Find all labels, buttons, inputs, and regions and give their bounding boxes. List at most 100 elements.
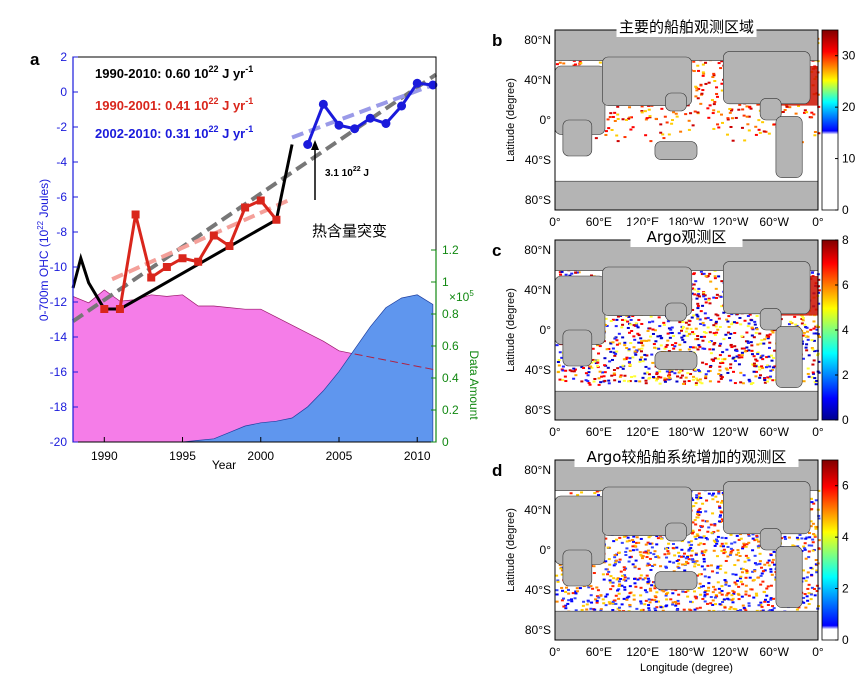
map-data-cell [738,577,742,580]
map-data-cell [815,349,819,352]
y2-tick-label: 0.6 [442,339,459,353]
map-data-cell [602,578,606,581]
map-data-cell [650,584,654,587]
map-data-cell [599,609,603,612]
map-data-cell [710,531,714,534]
map-data-cell [673,372,677,375]
map-data-cell [611,358,615,361]
map-data-cell [689,112,693,115]
map-data-cell [689,600,693,603]
map-data-cell [685,327,689,330]
map-data-cell [712,530,716,533]
map-data-cell [696,294,700,297]
map-data-cell [671,603,675,606]
map-data-cell [653,595,657,598]
map-data-cell [802,596,806,599]
map-data-cell [711,603,715,606]
series-point-red [256,196,265,205]
map-data-cell [620,574,624,577]
map-data-cell [641,555,645,558]
map-data-cell [622,568,626,571]
map-data-cell [674,604,678,607]
map-data-cell [732,607,736,610]
map-data-cell [684,557,688,560]
map-data-cell [714,495,718,498]
map-x-tick-label: 60°E [586,645,612,659]
map-data-cell [575,271,579,274]
map-data-cell [649,315,653,318]
map-data-cell [636,332,640,335]
map-data-cell [689,609,693,612]
map-data-cell [661,133,665,136]
map-data-cell [647,108,651,111]
map-data-cell [698,295,702,298]
map-data-cell [811,371,815,374]
map-data-cell [614,602,618,605]
map-data-cell [814,332,818,335]
map-data-cell [724,542,728,545]
map-data-cell [773,365,777,368]
map-data-cell [800,537,804,540]
map-data-cell [757,546,761,549]
y-tick-label: -14 [50,330,68,344]
map-land [554,180,819,211]
map-data-cell [701,519,705,522]
map-data-cell [681,555,685,558]
map-data-cell [698,582,702,585]
map-data-cell [810,339,814,342]
map-data-cell [626,326,630,329]
map-land [759,308,782,331]
map-data-cell [704,549,708,552]
map-data-cell [811,541,815,544]
map-data-cell [702,324,706,327]
map-data-cell [766,585,770,588]
map-data-cell [647,367,651,370]
map-data-cell [631,315,635,318]
map-data-cell [813,130,817,133]
series-point-red [225,242,234,250]
map-data-cell [570,370,574,373]
map-data-cell [612,577,616,580]
map-data-cell [601,573,605,576]
series-point-red [194,257,203,266]
map-data-cell [762,130,766,133]
map-data-cell [712,324,716,327]
map-data-cell [646,562,650,565]
map-data-cell [653,550,657,553]
map-data-cell [647,373,651,376]
map-data-cell [712,343,716,346]
map-data-cell [717,62,721,65]
map-data-cell [744,609,748,612]
map-data-cell [561,365,565,368]
map-data-cell [815,571,819,574]
panel-a-chart: a 1990 1995 2000 2005 2010 20-2-4-6-8-10-12-… [30,50,481,472]
map-data-cell [555,344,559,347]
map-x-tick-label: 120°W [712,425,749,439]
map-data-cell [707,492,711,495]
map-data-cell [692,332,696,335]
map-data-cell [732,592,736,595]
map-data-cell [698,381,702,384]
map-data-cell [572,377,576,380]
map-data-cell [719,377,723,380]
map-data-cell [578,60,582,63]
map-data-cell [809,520,813,523]
map-data-cell [716,529,720,532]
map-data-cell [681,563,685,566]
map-data-cell [678,321,682,324]
map-data-cell [608,116,612,119]
map-data-cell [712,74,716,77]
map-data-cell [683,569,687,572]
map-data-cell [712,492,716,495]
map-data-cell [694,382,698,385]
map-data-cell [665,370,669,373]
map-x-tick-label: 60°W [759,215,789,229]
map-data-cell [797,606,801,609]
map-data-cell [719,374,723,377]
right-axis-label: Data Amount [467,350,481,420]
y2-tick-label: 0.8 [442,307,459,321]
map-data-cell [701,89,705,92]
map-data-cell [596,344,600,347]
map-data-cell [668,374,672,377]
map-data-cell [597,377,601,380]
